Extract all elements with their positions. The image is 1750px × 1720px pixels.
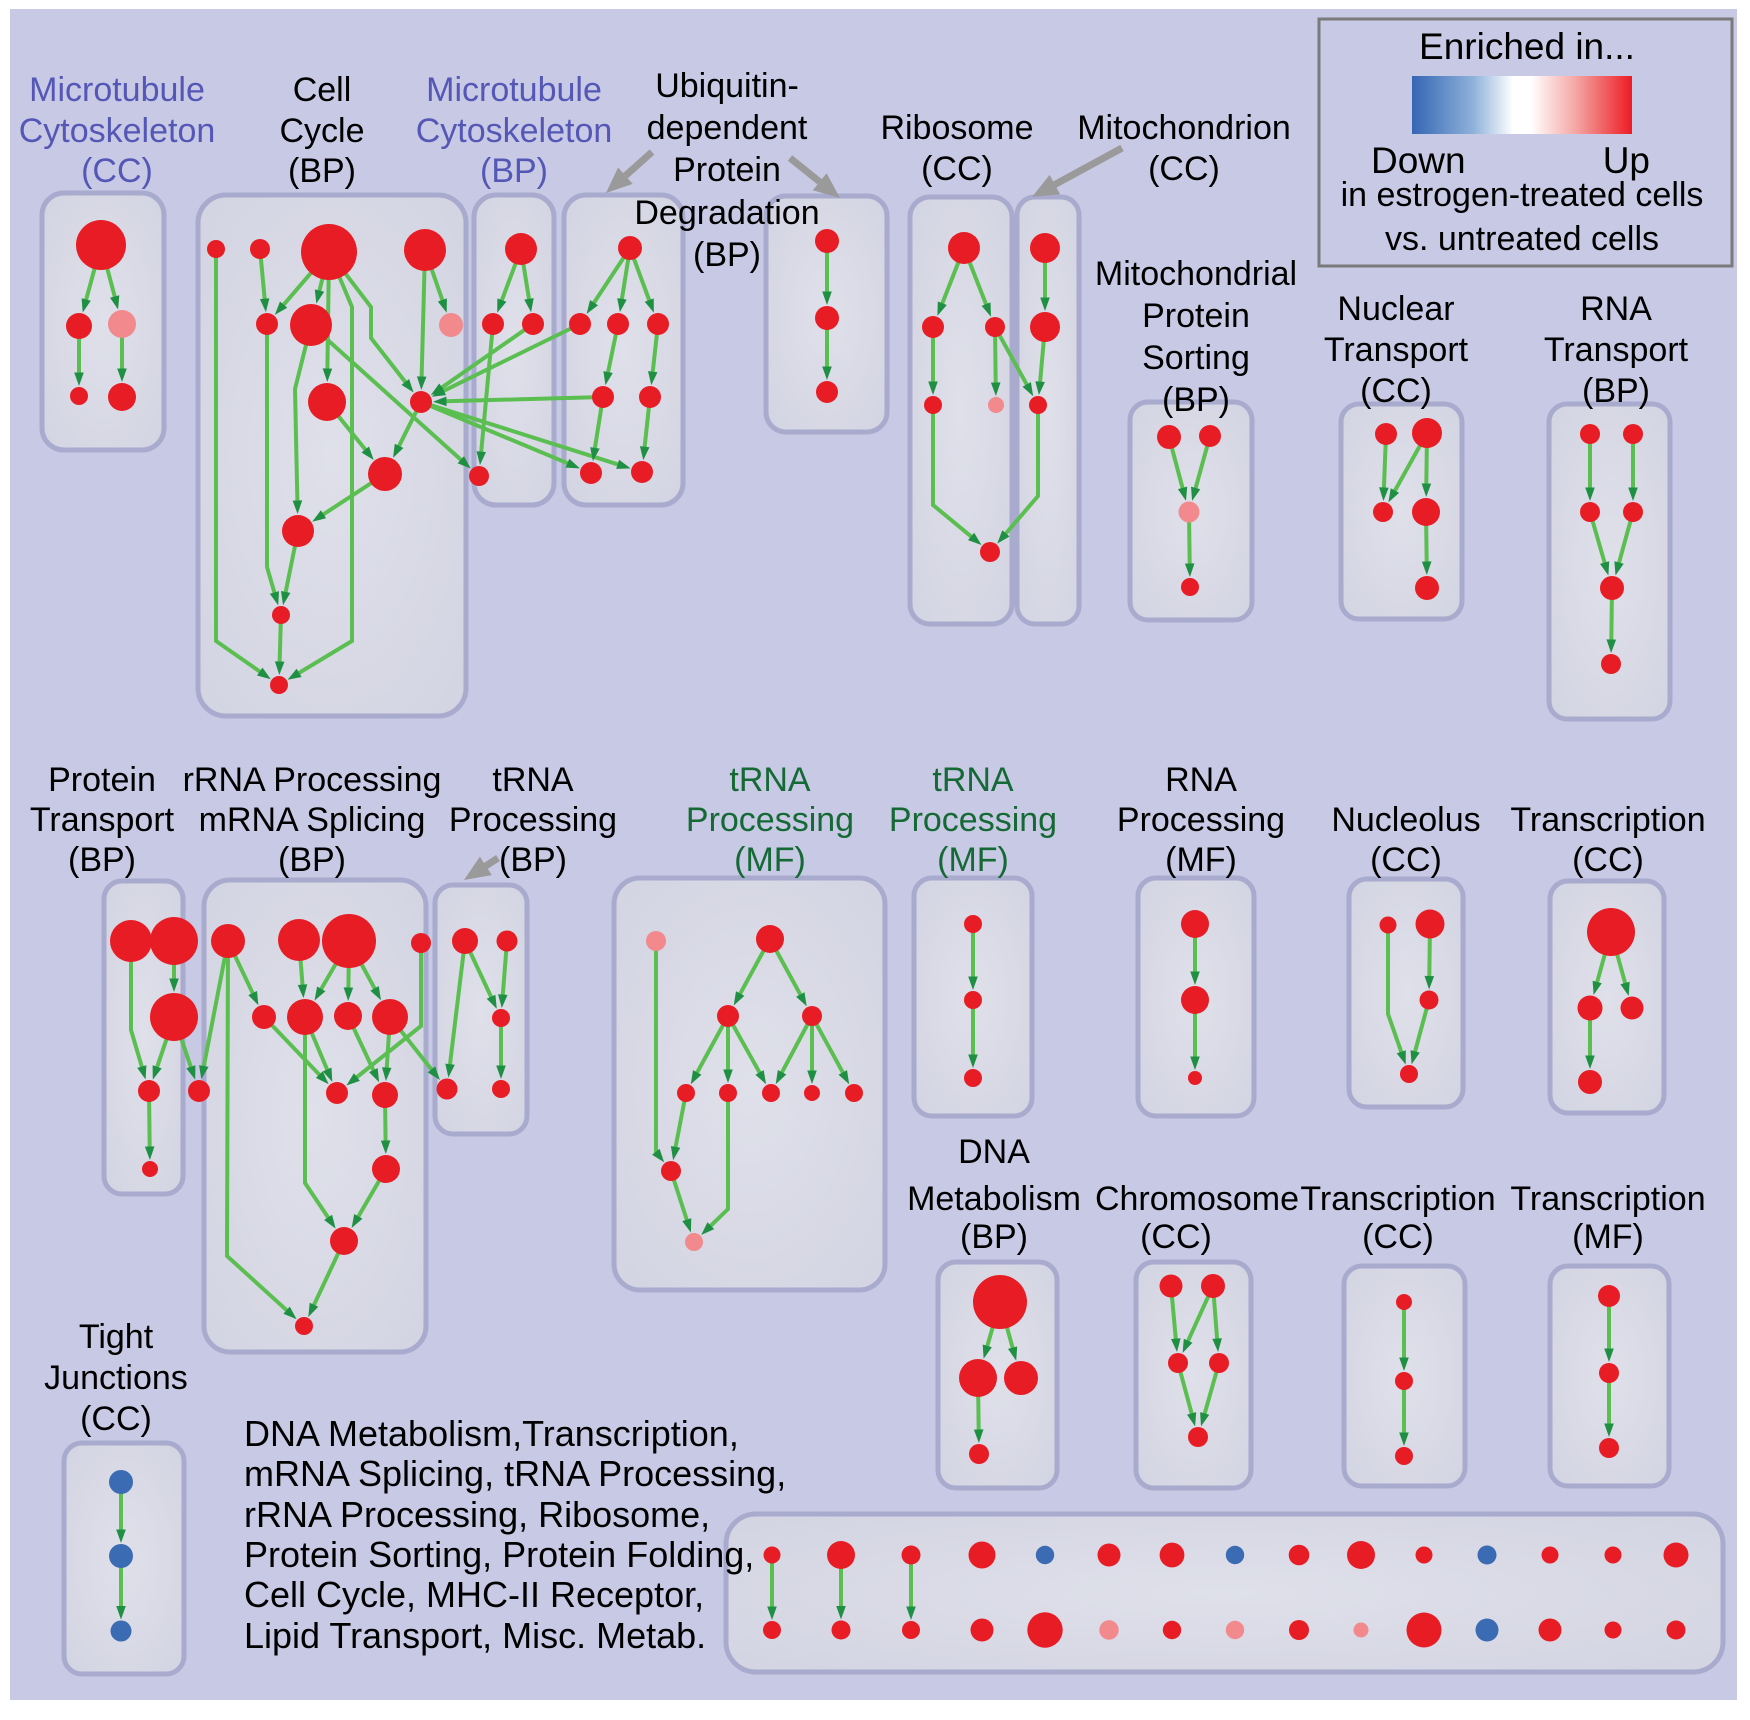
svg-text:Processing: Processing (1117, 801, 1285, 839)
svg-text:mRNA Splicing, tRNA Processing: mRNA Splicing, tRNA Processing, (244, 1453, 786, 1494)
svg-text:Transcription: Transcription (1510, 1180, 1705, 1218)
svg-text:Degradation: Degradation (634, 194, 819, 232)
svg-text:Up: Up (1603, 140, 1650, 181)
svg-text:(MF): (MF) (734, 841, 806, 879)
svg-text:Enriched in...: Enriched in... (1419, 26, 1635, 67)
svg-text:Cell: Cell (293, 71, 352, 109)
svg-text:(BP): (BP) (1162, 381, 1230, 419)
svg-text:(BP): (BP) (693, 236, 761, 274)
svg-text:(CC): (CC) (1572, 841, 1644, 879)
svg-text:Transport: Transport (1544, 331, 1689, 369)
svg-text:Microtubule: Microtubule (29, 71, 205, 109)
svg-text:vs. untreated cells: vs. untreated cells (1385, 220, 1659, 258)
svg-text:RNA: RNA (1580, 290, 1652, 328)
svg-text:Chromosome: Chromosome (1095, 1180, 1299, 1218)
svg-text:Cell Cycle, MHC-II Receptor,: Cell Cycle, MHC-II Receptor, (244, 1574, 704, 1615)
svg-text:(MF): (MF) (1165, 841, 1237, 879)
svg-text:(BP): (BP) (68, 841, 136, 879)
svg-text:(BP): (BP) (288, 152, 356, 190)
svg-text:in estrogen-treated cells: in estrogen-treated cells (1341, 176, 1704, 214)
svg-text:(CC): (CC) (1148, 150, 1220, 188)
svg-text:(CC): (CC) (1360, 372, 1432, 410)
svg-text:mRNA Splicing: mRNA Splicing (199, 801, 426, 839)
svg-text:Sorting: Sorting (1142, 339, 1250, 377)
svg-text:(CC): (CC) (1140, 1218, 1212, 1256)
svg-text:Junctions: Junctions (44, 1359, 188, 1397)
svg-text:(BP): (BP) (1582, 372, 1650, 410)
svg-text:Metabolism: Metabolism (907, 1180, 1081, 1218)
svg-text:Mitochondrion: Mitochondrion (1077, 109, 1291, 147)
svg-text:Cytoskeleton: Cytoskeleton (416, 112, 613, 150)
svg-text:Microtubule: Microtubule (426, 71, 602, 109)
svg-text:Ribosome: Ribosome (880, 109, 1033, 147)
svg-text:Processing: Processing (449, 801, 617, 839)
svg-text:(BP): (BP) (960, 1218, 1028, 1256)
svg-text:dependent: dependent (647, 109, 808, 147)
svg-text:Tight: Tight (79, 1318, 154, 1356)
svg-text:(BP): (BP) (480, 152, 548, 190)
svg-text:Transport: Transport (1324, 331, 1469, 369)
svg-text:(CC): (CC) (1362, 1218, 1434, 1256)
svg-text:DNA: DNA (958, 1133, 1030, 1171)
svg-text:Transport: Transport (30, 801, 175, 839)
svg-text:tRNA: tRNA (932, 761, 1014, 799)
svg-text:(CC): (CC) (1370, 841, 1442, 879)
svg-text:tRNA: tRNA (492, 761, 574, 799)
svg-text:(CC): (CC) (80, 1400, 152, 1438)
svg-text:Protein: Protein (48, 761, 156, 799)
svg-text:(CC): (CC) (921, 150, 993, 188)
svg-text:rRNA Processing, Ribosome,: rRNA Processing, Ribosome, (244, 1494, 710, 1535)
svg-text:Protein Sorting, Protein Foldi: Protein Sorting, Protein Folding, (244, 1534, 754, 1575)
svg-text:(CC): (CC) (81, 152, 153, 190)
svg-text:Cytoskeleton: Cytoskeleton (19, 112, 216, 150)
svg-text:(BP): (BP) (278, 841, 346, 879)
svg-text:Mitochondrial: Mitochondrial (1095, 255, 1297, 293)
svg-text:Protein: Protein (1142, 297, 1250, 335)
svg-text:Lipid Transport, Misc. Metab.: Lipid Transport, Misc. Metab. (244, 1615, 706, 1656)
svg-text:Protein: Protein (673, 151, 781, 189)
svg-text:Ubiquitin-: Ubiquitin- (655, 67, 799, 105)
svg-text:Transcription: Transcription (1510, 801, 1705, 839)
svg-text:Transcription: Transcription (1300, 1180, 1495, 1218)
svg-text:DNA Metabolism,Transcription,: DNA Metabolism,Transcription, (244, 1413, 739, 1454)
svg-text:rRNA Processing: rRNA Processing (183, 761, 442, 799)
svg-text:Down: Down (1371, 140, 1466, 181)
svg-text:Cycle: Cycle (279, 112, 364, 150)
svg-text:tRNA: tRNA (729, 761, 811, 799)
svg-text:Processing: Processing (889, 801, 1057, 839)
svg-text:Processing: Processing (686, 801, 854, 839)
svg-text:(MF): (MF) (937, 841, 1009, 879)
svg-text:Nuclear: Nuclear (1337, 290, 1454, 328)
svg-text:(MF): (MF) (1572, 1218, 1644, 1256)
svg-text:Nucleolus: Nucleolus (1331, 801, 1480, 839)
svg-text:RNA: RNA (1165, 761, 1237, 799)
svg-text:(BP): (BP) (499, 841, 567, 879)
